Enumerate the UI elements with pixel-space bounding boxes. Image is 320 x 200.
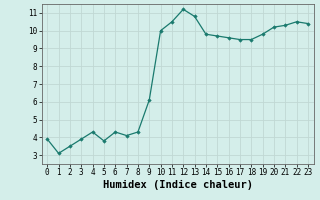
X-axis label: Humidex (Indice chaleur): Humidex (Indice chaleur) — [103, 180, 252, 190]
